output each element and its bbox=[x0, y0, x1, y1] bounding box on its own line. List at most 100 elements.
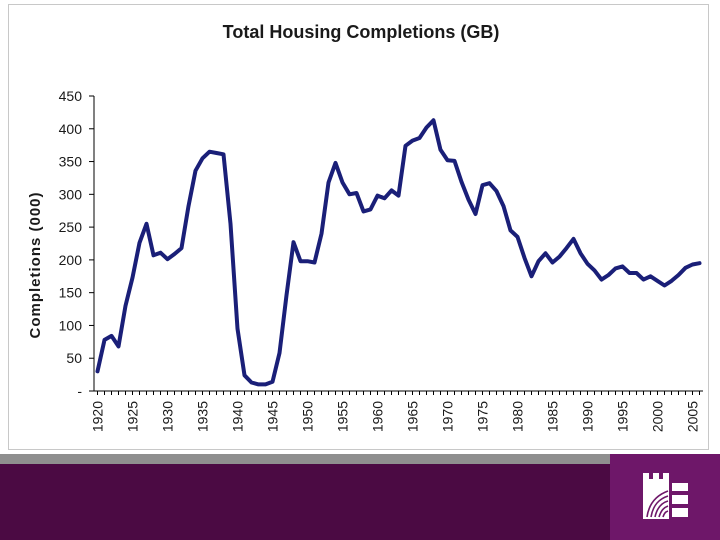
data-point-1937 bbox=[215, 151, 219, 155]
data-point-1946 bbox=[278, 351, 282, 355]
data-point-1978 bbox=[502, 204, 506, 208]
castle-logo-icon bbox=[643, 473, 688, 519]
data-point-1922 bbox=[110, 334, 114, 338]
x-tick-label: 1940 bbox=[230, 401, 246, 432]
data-point-1929 bbox=[159, 251, 163, 255]
data-point-1920 bbox=[96, 369, 100, 373]
data-point-1992 bbox=[600, 278, 604, 282]
y-tick-label: 450 bbox=[59, 88, 83, 104]
data-point-1970 bbox=[446, 158, 450, 162]
data-point-2002 bbox=[670, 279, 674, 283]
data-point-1990 bbox=[586, 262, 590, 266]
data-point-1963 bbox=[397, 194, 401, 198]
data-point-1936 bbox=[208, 150, 212, 154]
data-point-1934 bbox=[194, 169, 198, 173]
data-point-1987 bbox=[565, 246, 569, 250]
footer-purple-band bbox=[0, 464, 720, 540]
data-point-1938 bbox=[222, 152, 226, 156]
data-point-1954 bbox=[334, 161, 338, 165]
data-point-1945 bbox=[271, 380, 275, 384]
data-point-1961 bbox=[383, 196, 387, 200]
data-point-1967 bbox=[425, 126, 429, 130]
data-point-1955 bbox=[341, 181, 345, 185]
data-point-1931 bbox=[173, 252, 177, 256]
x-tick-label: 1980 bbox=[510, 401, 526, 432]
data-point-2006 bbox=[698, 261, 702, 265]
x-tick-label: 2005 bbox=[685, 401, 701, 432]
data-point-1964 bbox=[404, 144, 408, 148]
x-tick-label: 1965 bbox=[405, 401, 421, 432]
data-point-1982 bbox=[530, 274, 534, 278]
data-point-1935 bbox=[201, 156, 205, 160]
data-point-1923 bbox=[117, 344, 121, 348]
x-tick-label: 1970 bbox=[440, 401, 456, 432]
data-point-1950 bbox=[306, 259, 310, 263]
data-point-1942 bbox=[250, 381, 254, 385]
data-point-1997 bbox=[635, 271, 639, 275]
data-point-1976 bbox=[488, 181, 492, 185]
data-point-1989 bbox=[579, 251, 583, 255]
y-tick-label: 100 bbox=[59, 317, 83, 333]
data-point-1985 bbox=[551, 261, 555, 265]
x-tick-label: 1975 bbox=[475, 401, 491, 432]
data-point-1969 bbox=[439, 148, 443, 152]
data-point-1932 bbox=[180, 246, 184, 250]
data-point-1995 bbox=[621, 264, 625, 268]
data-point-1998 bbox=[642, 278, 646, 282]
data-point-1927 bbox=[145, 222, 149, 226]
data-point-1979 bbox=[509, 228, 513, 232]
data-point-1956 bbox=[348, 192, 352, 196]
data-point-1959 bbox=[369, 207, 373, 211]
y-tick-label: 300 bbox=[59, 186, 83, 202]
data-point-1993 bbox=[607, 273, 611, 277]
data-point-1981 bbox=[523, 256, 527, 260]
data-point-1952 bbox=[320, 232, 324, 236]
logo-box bbox=[610, 454, 720, 540]
series-line-total-completions bbox=[95, 118, 702, 387]
y-tick-label: 400 bbox=[59, 121, 83, 137]
data-point-1926 bbox=[138, 241, 142, 245]
data-point-1943 bbox=[257, 382, 261, 386]
y-tick-label: 200 bbox=[59, 252, 83, 268]
data-point-1921 bbox=[103, 338, 107, 342]
data-point-1939 bbox=[229, 222, 233, 226]
x-tick-label: 1990 bbox=[580, 401, 596, 432]
chart-frame: Total Housing Completions (GB) Completio… bbox=[8, 4, 709, 450]
x-tick-label: 1950 bbox=[300, 401, 316, 432]
data-point-1988 bbox=[572, 237, 576, 241]
data-point-1928 bbox=[152, 253, 156, 257]
footer-grey-band bbox=[0, 454, 720, 464]
y-tick-label: 150 bbox=[59, 285, 83, 301]
data-point-1983 bbox=[537, 259, 541, 263]
data-point-1962 bbox=[390, 188, 394, 192]
x-axis-ticks: 1920 1925 1930 1935 1940 1945 1950 1955 1960 1965… bbox=[90, 391, 701, 432]
data-point-2004 bbox=[684, 266, 688, 270]
line-chart: Total Housing Completions (GB) Completio… bbox=[27, 22, 703, 432]
data-point-1975 bbox=[481, 183, 485, 187]
data-point-1925 bbox=[131, 276, 135, 280]
data-point-1991 bbox=[593, 268, 597, 272]
data-point-1986 bbox=[558, 255, 562, 259]
data-point-1973 bbox=[467, 198, 471, 202]
data-point-1948 bbox=[292, 240, 296, 244]
x-tick-label: 1960 bbox=[370, 401, 386, 432]
data-point-1977 bbox=[495, 189, 499, 193]
x-tick-label: 1935 bbox=[195, 401, 211, 432]
data-points bbox=[96, 118, 702, 386]
data-point-1980 bbox=[516, 235, 520, 239]
data-point-1960 bbox=[376, 194, 380, 198]
data-point-1933 bbox=[187, 204, 191, 208]
data-point-1965 bbox=[411, 139, 415, 143]
data-point-1947 bbox=[285, 293, 289, 297]
x-tick-label: 1920 bbox=[90, 401, 106, 432]
data-point-1940 bbox=[236, 327, 240, 331]
x-tick-label: 2000 bbox=[650, 401, 666, 432]
y-axis-ticks: - 50 100 150 200 250 300 350 400 450 bbox=[59, 88, 94, 399]
data-point-2001 bbox=[663, 284, 667, 288]
data-point-1944 bbox=[264, 382, 268, 386]
y-tick-label: 250 bbox=[59, 219, 83, 235]
data-point-1953 bbox=[327, 181, 331, 185]
data-point-1958 bbox=[362, 209, 366, 213]
y-axis-label: Completions (000) bbox=[27, 191, 44, 338]
data-point-1968 bbox=[432, 118, 436, 122]
